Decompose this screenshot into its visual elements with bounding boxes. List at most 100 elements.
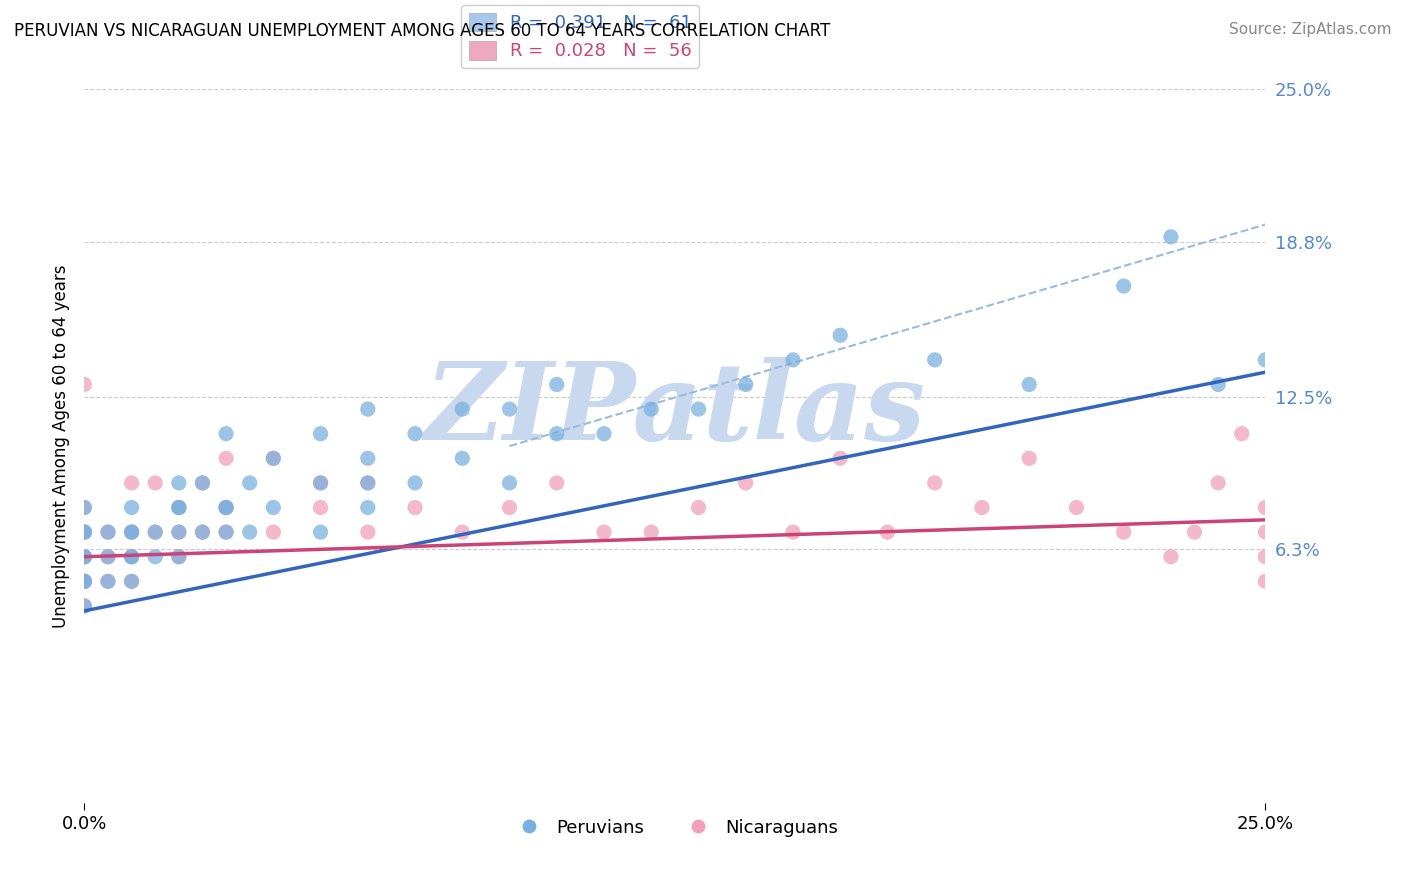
Point [167, 549, 190, 564]
Point [97, 525, 120, 540]
Point [73, 500, 96, 515]
Point [640, 402, 662, 417]
Point [121, 549, 143, 564]
Point [357, 402, 380, 417]
Point [191, 475, 214, 490]
Point [970, 500, 993, 515]
Point [640, 525, 662, 540]
Point [97, 525, 120, 540]
Point [1112, 279, 1135, 293]
Point [121, 549, 143, 564]
Point [1206, 475, 1229, 490]
Point [121, 525, 143, 540]
Point [215, 451, 238, 466]
Point [734, 475, 756, 490]
Point [73, 500, 96, 515]
Point [143, 475, 166, 490]
Point [498, 500, 520, 515]
Point [121, 549, 143, 564]
Point [1254, 549, 1277, 564]
Point [121, 500, 143, 515]
Point [309, 500, 332, 515]
Point [73, 574, 96, 589]
Point [1018, 451, 1040, 466]
Point [1254, 500, 1277, 515]
Point [546, 377, 568, 392]
Point [167, 525, 190, 540]
Point [215, 500, 238, 515]
Point [215, 426, 238, 441]
Point [73, 377, 96, 392]
Point [97, 549, 120, 564]
Point [357, 451, 380, 466]
Point [97, 574, 120, 589]
Point [121, 525, 143, 540]
Point [876, 525, 898, 540]
Point [121, 574, 143, 589]
Point [97, 549, 120, 564]
Point [451, 402, 474, 417]
Point [73, 549, 96, 564]
Point [262, 500, 284, 515]
Point [1230, 426, 1253, 441]
Point [121, 475, 143, 490]
Point [688, 402, 710, 417]
Point [404, 500, 426, 515]
Point [404, 426, 426, 441]
Point [357, 475, 380, 490]
Point [143, 525, 166, 540]
Point [143, 525, 166, 540]
Point [309, 475, 332, 490]
Point [309, 525, 332, 540]
Point [498, 475, 520, 490]
Point [73, 525, 96, 540]
Point [451, 451, 474, 466]
Point [734, 377, 756, 392]
Point [309, 475, 332, 490]
Point [73, 525, 96, 540]
Point [73, 549, 96, 564]
Point [97, 574, 120, 589]
Text: Source: ZipAtlas.com: Source: ZipAtlas.com [1229, 22, 1392, 37]
Point [215, 500, 238, 515]
Point [451, 525, 474, 540]
Point [498, 402, 520, 417]
Point [73, 549, 96, 564]
Point [357, 500, 380, 515]
Point [73, 574, 96, 589]
Point [167, 500, 190, 515]
Point [1066, 500, 1088, 515]
Point [357, 525, 380, 540]
Point [215, 525, 238, 540]
Text: PERUVIAN VS NICARAGUAN UNEMPLOYMENT AMONG AGES 60 TO 64 YEARS CORRELATION CHART: PERUVIAN VS NICARAGUAN UNEMPLOYMENT AMON… [14, 22, 831, 40]
Point [215, 525, 238, 540]
Point [262, 525, 284, 540]
Point [1254, 574, 1277, 589]
Point [404, 475, 426, 490]
Point [73, 574, 96, 589]
Point [1160, 230, 1182, 244]
Point [73, 525, 96, 540]
Legend: Peruvians, Nicaraguans: Peruvians, Nicaraguans [505, 812, 845, 844]
Y-axis label: Unemployment Among Ages 60 to 64 years: Unemployment Among Ages 60 to 64 years [52, 264, 70, 628]
Point [167, 549, 190, 564]
Point [1018, 377, 1040, 392]
Point [121, 574, 143, 589]
Point [167, 500, 190, 515]
Point [73, 549, 96, 564]
Point [1254, 525, 1277, 540]
Point [309, 426, 332, 441]
Point [830, 451, 852, 466]
Point [73, 599, 96, 613]
Point [143, 549, 166, 564]
Point [215, 500, 238, 515]
Point [782, 525, 804, 540]
Text: ZIPatlas: ZIPatlas [425, 358, 925, 463]
Point [191, 525, 214, 540]
Point [593, 525, 616, 540]
Point [924, 475, 946, 490]
Point [357, 475, 380, 490]
Point [262, 451, 284, 466]
Point [1254, 352, 1277, 367]
Point [262, 451, 284, 466]
